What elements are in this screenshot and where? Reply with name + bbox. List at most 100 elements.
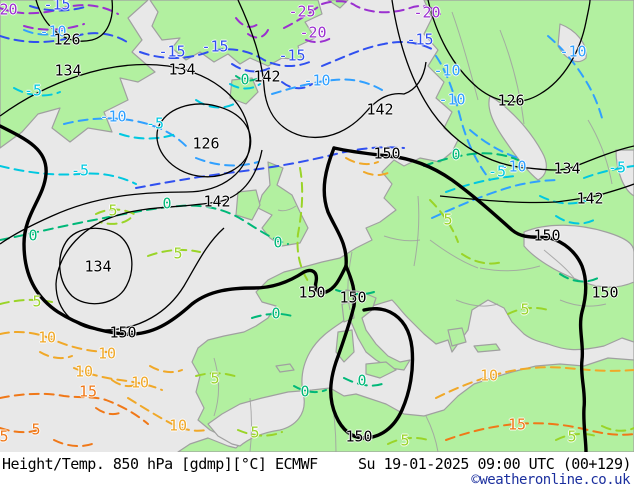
isotherm-15	[445, 422, 634, 441]
isotherm-15	[95, 407, 123, 416]
status-bar: Height/Temp. 850 hPa [gdmp][°C] ECMWF Su…	[0, 452, 634, 490]
isotherm-10	[39, 351, 73, 360]
chart-valid-time: Su 19-01-2025 09:00 UTC (00+129)	[358, 455, 631, 473]
weather-map-image: -20-25-20-20-15-15-15-15-15-10-10-10-10-…	[0, 0, 634, 452]
isotherm-0	[423, 152, 519, 167]
isotherm--15	[0, 32, 131, 45]
isotherm-10	[149, 365, 183, 374]
sea-caspian-edge	[615, 149, 634, 197]
border-line	[543, 249, 575, 279]
border-line	[429, 239, 479, 269]
isotherm-10	[127, 397, 207, 432]
isotherm--5	[119, 133, 177, 140]
isotherm-5	[555, 432, 597, 441]
isotherm-10	[363, 171, 391, 176]
isotherm-15	[53, 439, 93, 448]
isotherm--10	[23, 29, 65, 36]
land-crete	[473, 343, 501, 353]
land-greenland	[0, 0, 156, 149]
border-line	[587, 119, 613, 185]
isotherm-10	[73, 367, 163, 391]
land-ireland	[235, 189, 261, 221]
height-contour-150-thick	[332, 146, 588, 452]
border-line	[413, 195, 420, 267]
isotherm--20	[305, 35, 335, 44]
height-contour-134	[59, 227, 133, 305]
height-contour-126	[35, 0, 114, 42]
isotherm-10	[345, 157, 379, 166]
land-peloponnese	[447, 327, 467, 347]
sea-black-sea	[523, 224, 634, 288]
isotherm-5	[601, 425, 634, 432]
height-contours	[0, 0, 634, 452]
sea-layer	[207, 23, 634, 447]
height-contour-150-thick	[0, 124, 348, 336]
isotherm-15	[0, 392, 149, 425]
isotherm--10	[195, 157, 259, 167]
sea-baltic	[488, 95, 547, 181]
isotherm--15	[29, 5, 89, 12]
land-great-britain	[257, 161, 309, 247]
isotherm-0	[293, 385, 327, 394]
isotherm-15	[0, 427, 39, 434]
isotherm--5	[555, 215, 595, 225]
border-line	[383, 235, 421, 242]
isotherm-5	[195, 372, 241, 379]
isotherm--5	[229, 83, 261, 90]
isotherm--10	[431, 179, 561, 219]
land-sicily	[365, 361, 397, 379]
isotherm--15	[139, 48, 315, 67]
isotherm--10	[63, 117, 187, 147]
isotherm-0	[235, 75, 263, 82]
height-contour-142	[439, 183, 634, 204]
isotherm--25	[283, 0, 441, 29]
isotherm-0	[559, 273, 599, 283]
isotherm--20	[0, 4, 119, 15]
temperature-contours	[0, 0, 634, 448]
isotherm-10	[111, 379, 139, 388]
height-contour-126	[156, 103, 252, 178]
land-iceland	[149, 0, 323, 67]
height-contour-134	[0, 63, 251, 245]
isotherm-5	[147, 248, 201, 257]
isotherm--5	[0, 165, 137, 185]
chart-title: Height/Temp. 850 hPa [gdmp][°C] ECMWF	[2, 455, 318, 473]
border-line	[455, 299, 499, 307]
isotherm--5	[539, 195, 589, 205]
isotherm--10	[547, 35, 603, 119]
isotherm--15	[281, 81, 313, 90]
copyright-text: ©weatheronline.co.uk	[471, 472, 630, 488]
isotherm-10	[0, 331, 111, 353]
isotherm-5	[429, 199, 459, 243]
isotherm--5	[13, 87, 61, 97]
border-line	[479, 265, 541, 272]
isotherm-5	[507, 306, 549, 315]
border-line	[499, 29, 525, 125]
isotherm-10	[435, 366, 634, 399]
border-line	[451, 11, 479, 101]
isotherm--20	[247, 29, 269, 39]
land-balearics	[275, 363, 295, 373]
height-contour-142	[55, 149, 263, 331]
isotherm--15	[321, 41, 435, 67]
weather-map-canvas	[0, 0, 634, 452]
isotherm--10	[271, 78, 383, 95]
isotherm-5	[237, 429, 283, 437]
isotherm--15	[231, 63, 271, 73]
isotherm--20	[235, 17, 259, 28]
isotherm-5	[387, 436, 429, 445]
sea-mediterranean	[207, 299, 634, 447]
height-contour-126	[427, 0, 591, 103]
isotherm-5	[0, 298, 53, 305]
border-layer	[213, 11, 613, 452]
isotherm--10	[435, 55, 491, 181]
height-contour-150-thick	[329, 264, 415, 440]
height-contour-150-thick	[322, 146, 348, 268]
height-contour-134	[391, 0, 634, 171]
border-line	[347, 251, 353, 311]
border-line	[277, 205, 297, 212]
isotherm-5	[296, 167, 311, 285]
border-line	[425, 415, 439, 452]
isotherm-0	[343, 377, 383, 387]
